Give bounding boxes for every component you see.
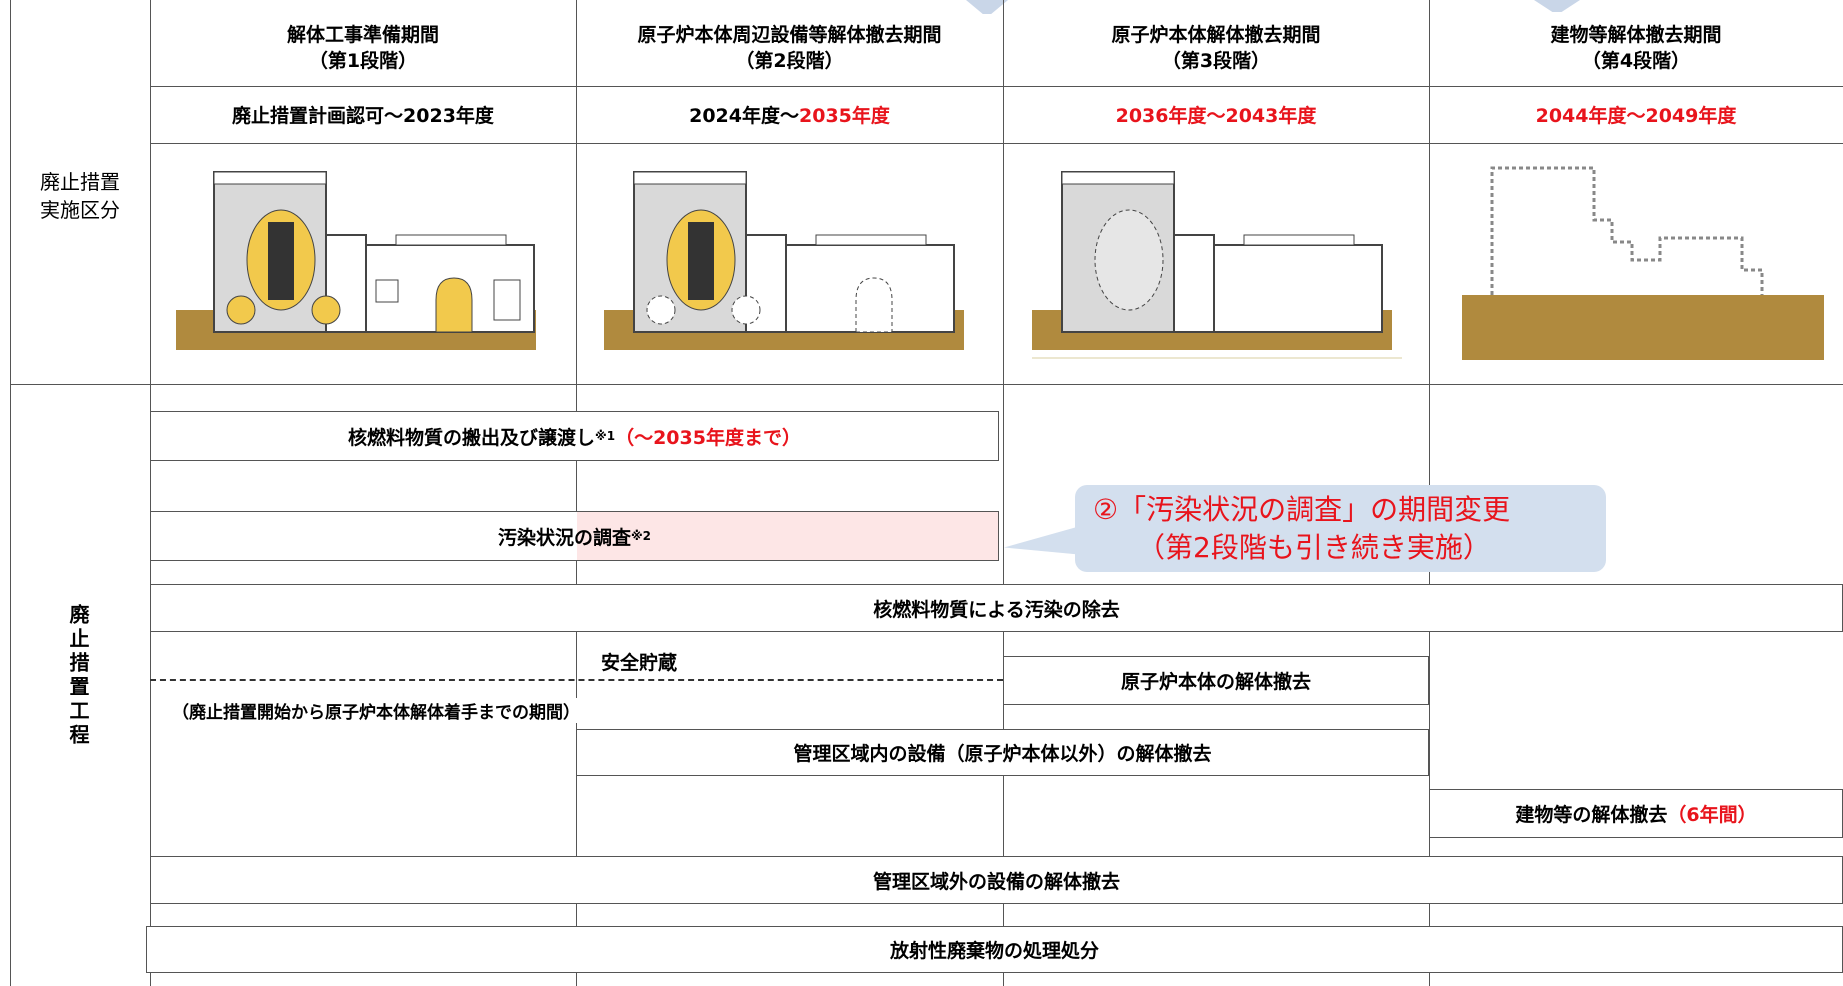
- process-period: （6年間）: [1667, 804, 1757, 826]
- process-text: 管理区域内の設備（原子炉本体以外）の解体撤去: [793, 743, 1212, 765]
- border: [10, 0, 11, 986]
- plant-illustration: [1462, 166, 1824, 360]
- dashed-line: [150, 679, 1003, 681]
- row-label: 廃止措置工程: [66, 604, 90, 748]
- footnote-ref: ※1: [595, 429, 616, 443]
- tab-marker: [1534, 0, 1580, 12]
- stage-period: 2024年度～ 2035年度: [576, 86, 1003, 143]
- row-label-line: 実施区分: [40, 198, 120, 222]
- stage-name: 原子炉本体周辺設備等解体撤去期間: [637, 24, 942, 46]
- process-text: 原子炉本体の解体撤去: [1120, 671, 1311, 693]
- process-text: 放射性廃棄物の処理処分: [889, 940, 1099, 962]
- stage-number: （第3段階）: [1161, 50, 1271, 72]
- stage-name: 解体工事準備期間: [286, 24, 439, 46]
- period-text: 廃止措置計画認可～2023年度: [232, 105, 494, 127]
- period-text: 2036年度～2043年度: [1115, 105, 1317, 127]
- process-period: （～2035年度まで）: [615, 426, 801, 449]
- process-bar: 管理区域外の設備の解体撤去: [150, 856, 1843, 904]
- row-label: 廃止措置 実施区分: [10, 168, 150, 224]
- callout-line: ②「汚染状況の調査」の期間変更: [1093, 493, 1511, 526]
- period-text: 2024年度～: [689, 105, 799, 127]
- border: [10, 384, 1843, 385]
- process-text: 建物等の解体撤去: [1515, 804, 1668, 826]
- process-bar: 核燃料物質による汚染の除去: [150, 584, 1843, 632]
- border: [150, 86, 1843, 87]
- stage-header: 原子炉本体周辺設備等解体撤去期間 （第2段階）: [576, 22, 1003, 74]
- border: [576, 0, 577, 986]
- tab-marker: [966, 0, 1008, 14]
- process-text: 安全貯蔵: [601, 652, 678, 674]
- process-bar: 核燃料物質の搬出及び譲渡し ※1 （～2035年度まで）: [150, 411, 999, 461]
- row-label-line: 廃止措置: [40, 170, 120, 194]
- process-bar: 管理区域内の設備（原子炉本体以外）の解体撤去: [576, 729, 1429, 776]
- process-bar: 原子炉本体の解体撤去: [1003, 656, 1429, 705]
- border: [1003, 0, 1004, 986]
- process-text: 管理区域外の設備の解体撤去: [872, 870, 1120, 893]
- process-bar: 放射性廃棄物の処理処分: [146, 926, 1843, 973]
- process-bar: 汚染状況の調査 ※2: [150, 511, 999, 561]
- plant-illustration: [176, 171, 536, 350]
- stage-header: 解体工事準備期間 （第1段階）: [150, 22, 576, 74]
- stage-header: 原子炉本体解体撤去期間 （第3段階）: [1003, 22, 1429, 74]
- stage-period: 2036年度～2043年度: [1003, 86, 1429, 143]
- process-note: （廃止措置開始から原子炉本体解体着手までの期間）: [172, 698, 580, 723]
- footnote-ref: ※2: [631, 529, 652, 543]
- process-text: 核燃料物質の搬出及び譲渡し: [348, 426, 596, 449]
- callout: ②「汚染状況の調査」の期間変更 （第2段階も引き続き実施）: [1075, 485, 1606, 572]
- stage-header: 建物等解体撤去期間 （第4段階）: [1429, 22, 1843, 74]
- process-text: 汚染状況の調査: [497, 526, 631, 549]
- process-text: 核燃料物質による汚染の除去: [873, 598, 1120, 621]
- border: [150, 143, 1843, 144]
- stage-name: 原子炉本体解体撤去期間: [1111, 24, 1321, 46]
- process-bar: 建物等の解体撤去 （6年間）: [1429, 789, 1843, 838]
- callout-line: （第2段階も引き続き実施）: [1137, 531, 1491, 564]
- stage-name: 建物等解体撤去期間: [1550, 24, 1722, 46]
- plant-illustration: [1032, 171, 1402, 359]
- callout-tail: [1004, 525, 1084, 555]
- stage-period: 廃止措置計画認可～2023年度: [150, 86, 576, 143]
- stage-number: （第4段階）: [1581, 50, 1691, 72]
- period-text: 2035年度: [799, 105, 890, 127]
- plant-illustration: [604, 171, 964, 350]
- period-text: 2044年度～2049年度: [1535, 105, 1737, 127]
- stage-number: （第1段階）: [308, 50, 418, 72]
- stage-number: （第2段階）: [735, 50, 844, 72]
- stage-period: 2044年度～2049年度: [1429, 86, 1843, 143]
- border: [150, 0, 151, 986]
